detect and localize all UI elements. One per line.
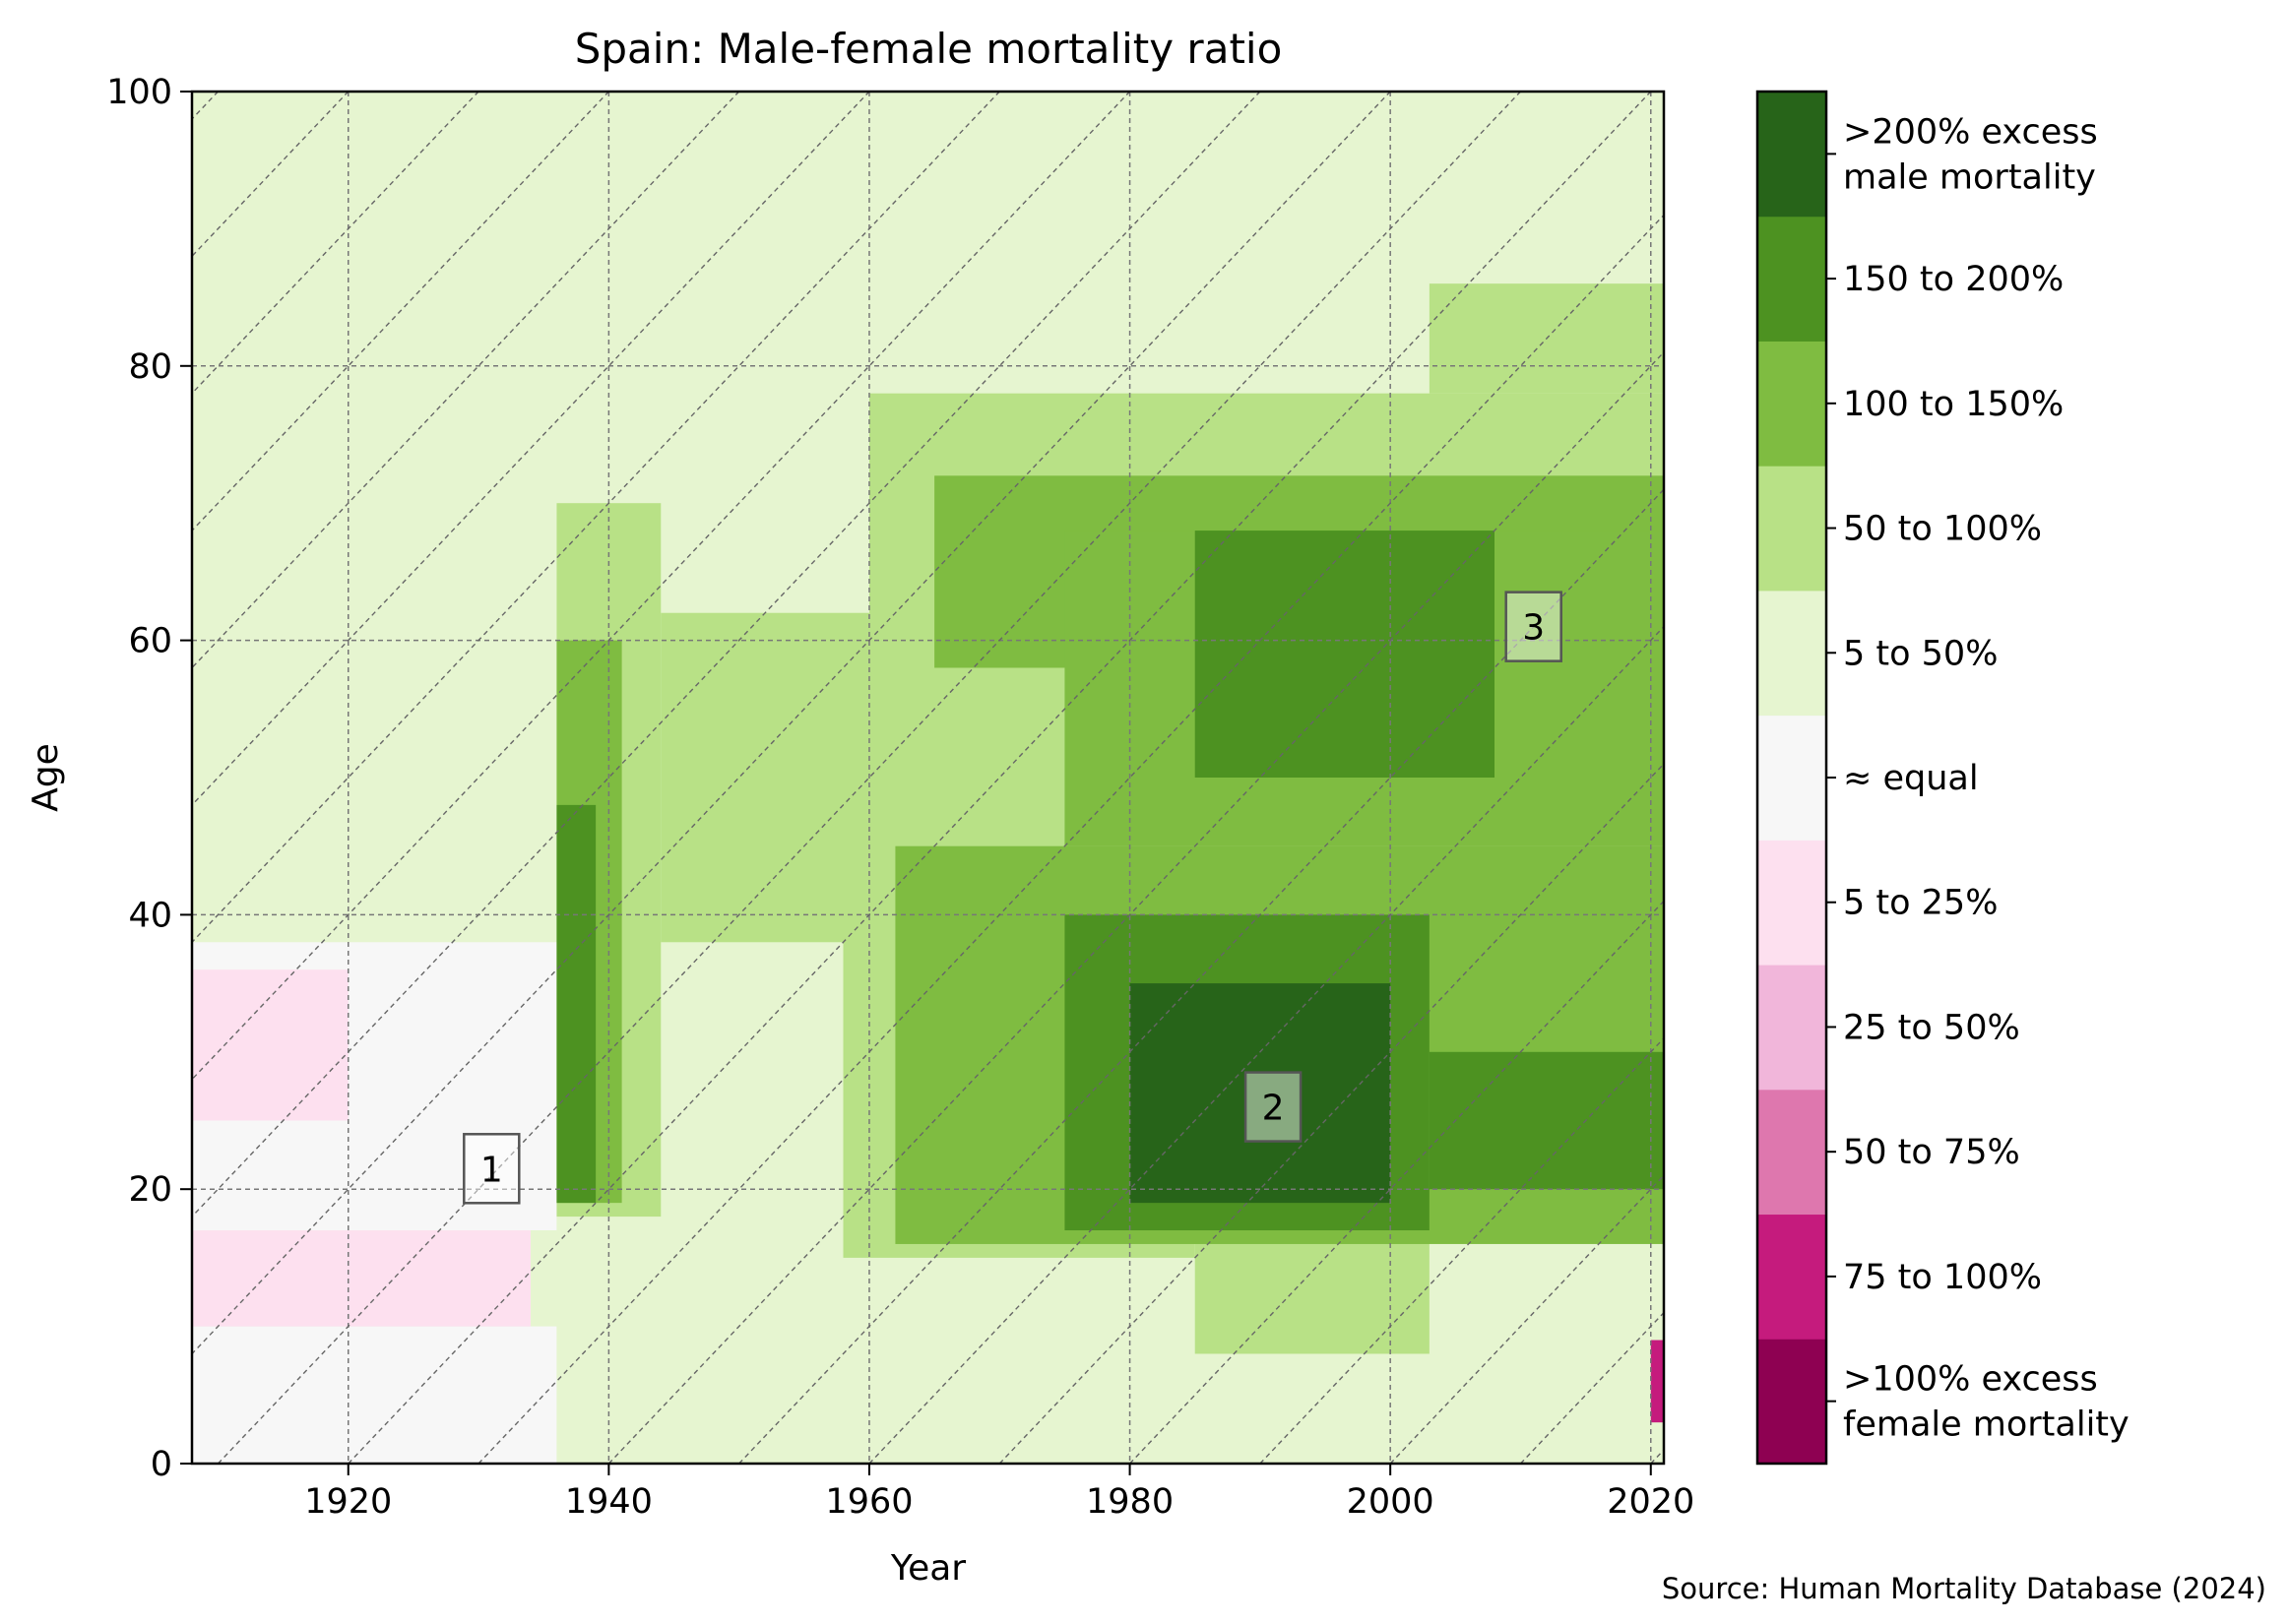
- colorbar-label: 25 to 50%: [1843, 1008, 2020, 1047]
- colorbar-label: 100 to 150%: [1843, 385, 2064, 424]
- heatmap-cell: [192, 1326, 557, 1464]
- y-tick-label: 20: [128, 1170, 172, 1210]
- heatmap-cell: [192, 1230, 531, 1327]
- x-axis-label: Year: [890, 1548, 966, 1589]
- colorbar-frame: [1755, 90, 1828, 1466]
- annotation-box: [1504, 591, 1562, 662]
- colorbar-segment: [1757, 341, 1826, 467]
- colorbar-label: 150 to 200%: [1843, 260, 2064, 299]
- annotations: 1 2 3: [463, 591, 1562, 1205]
- colorbar-label: 50 to 100%: [1843, 510, 2042, 549]
- x-tick-label: 1980: [1086, 1482, 1174, 1522]
- heatmap-cell: [1650, 1340, 1664, 1423]
- heatmap-cell: [556, 804, 597, 1204]
- heatmap-cell: [1429, 1051, 1664, 1190]
- annotation-box: [1243, 1071, 1303, 1143]
- colorbar-segment: [1757, 965, 1826, 1091]
- heatmap-cell: [1129, 983, 1391, 1204]
- colorbar: >100% excess female mortality 75 to 100% 50…: [1755, 90, 2130, 1466]
- heatmap-cell: [556, 1217, 869, 1464]
- x-tick-label: 2000: [1347, 1482, 1434, 1522]
- heatmap-cell: [1194, 531, 1495, 778]
- chart-title: Spain: Male-female mortality ratio: [575, 25, 1283, 73]
- x-tick-label: 1940: [565, 1482, 653, 1522]
- annotation-label: 3: [1522, 608, 1545, 649]
- heatmap-cell: [1429, 1243, 1664, 1464]
- x-tick-label: 2020: [1607, 1482, 1694, 1522]
- colorbar-label: ≈ equal: [1843, 759, 1979, 798]
- colorbar-label: >200% excess male mortality: [1843, 112, 2098, 197]
- annotation-label: 2: [1262, 1089, 1285, 1129]
- colorbar-segment: [1757, 840, 1826, 966]
- grid-lines: [192, 92, 1664, 1464]
- x-tick-label: 1960: [825, 1482, 913, 1522]
- heatmap-cell: [192, 969, 349, 1121]
- colorbar-label: 75 to 100%: [1843, 1258, 2042, 1297]
- plot-frame: [190, 90, 1666, 1466]
- colorbar-segment: [1757, 1214, 1826, 1340]
- annotation-label: 1: [480, 1150, 503, 1190]
- y-tick-label: 0: [151, 1445, 172, 1484]
- colorbar-segment: [1757, 590, 1826, 717]
- y-tick-label: 80: [128, 347, 172, 387]
- colorbar-label: 5 to 50%: [1843, 634, 1998, 673]
- y-tick-label: 100: [106, 73, 172, 112]
- colorbar-label: 5 to 25%: [1843, 884, 1998, 923]
- source-note: Source: Human Mortality Database (2024): [1662, 1572, 2266, 1605]
- colorbar-label: >100% excess female mortality: [1843, 1360, 2130, 1445]
- y-tick-label: 60: [128, 622, 172, 661]
- y-axis: 0 20 40 60 80 100: [106, 73, 192, 1484]
- colorbar-segment: [1757, 466, 1826, 592]
- colorbar-segment: [1757, 1339, 1826, 1465]
- x-axis: 1920 1940 1960 1980 2000 2020: [304, 1464, 1694, 1522]
- colorbar-segment: [1757, 715, 1826, 841]
- colorbar-label: 50 to 75%: [1843, 1133, 2020, 1172]
- colorbar-segment: [1757, 216, 1826, 342]
- y-tick-label: 40: [128, 896, 172, 935]
- annotation-box: [463, 1133, 521, 1205]
- colorbar-segment: [1757, 92, 1826, 218]
- heatmap: [192, 92, 1664, 1464]
- y-axis-label: Age: [26, 743, 66, 812]
- colorbar-segment: [1757, 1089, 1826, 1216]
- x-tick-label: 1920: [304, 1482, 392, 1522]
